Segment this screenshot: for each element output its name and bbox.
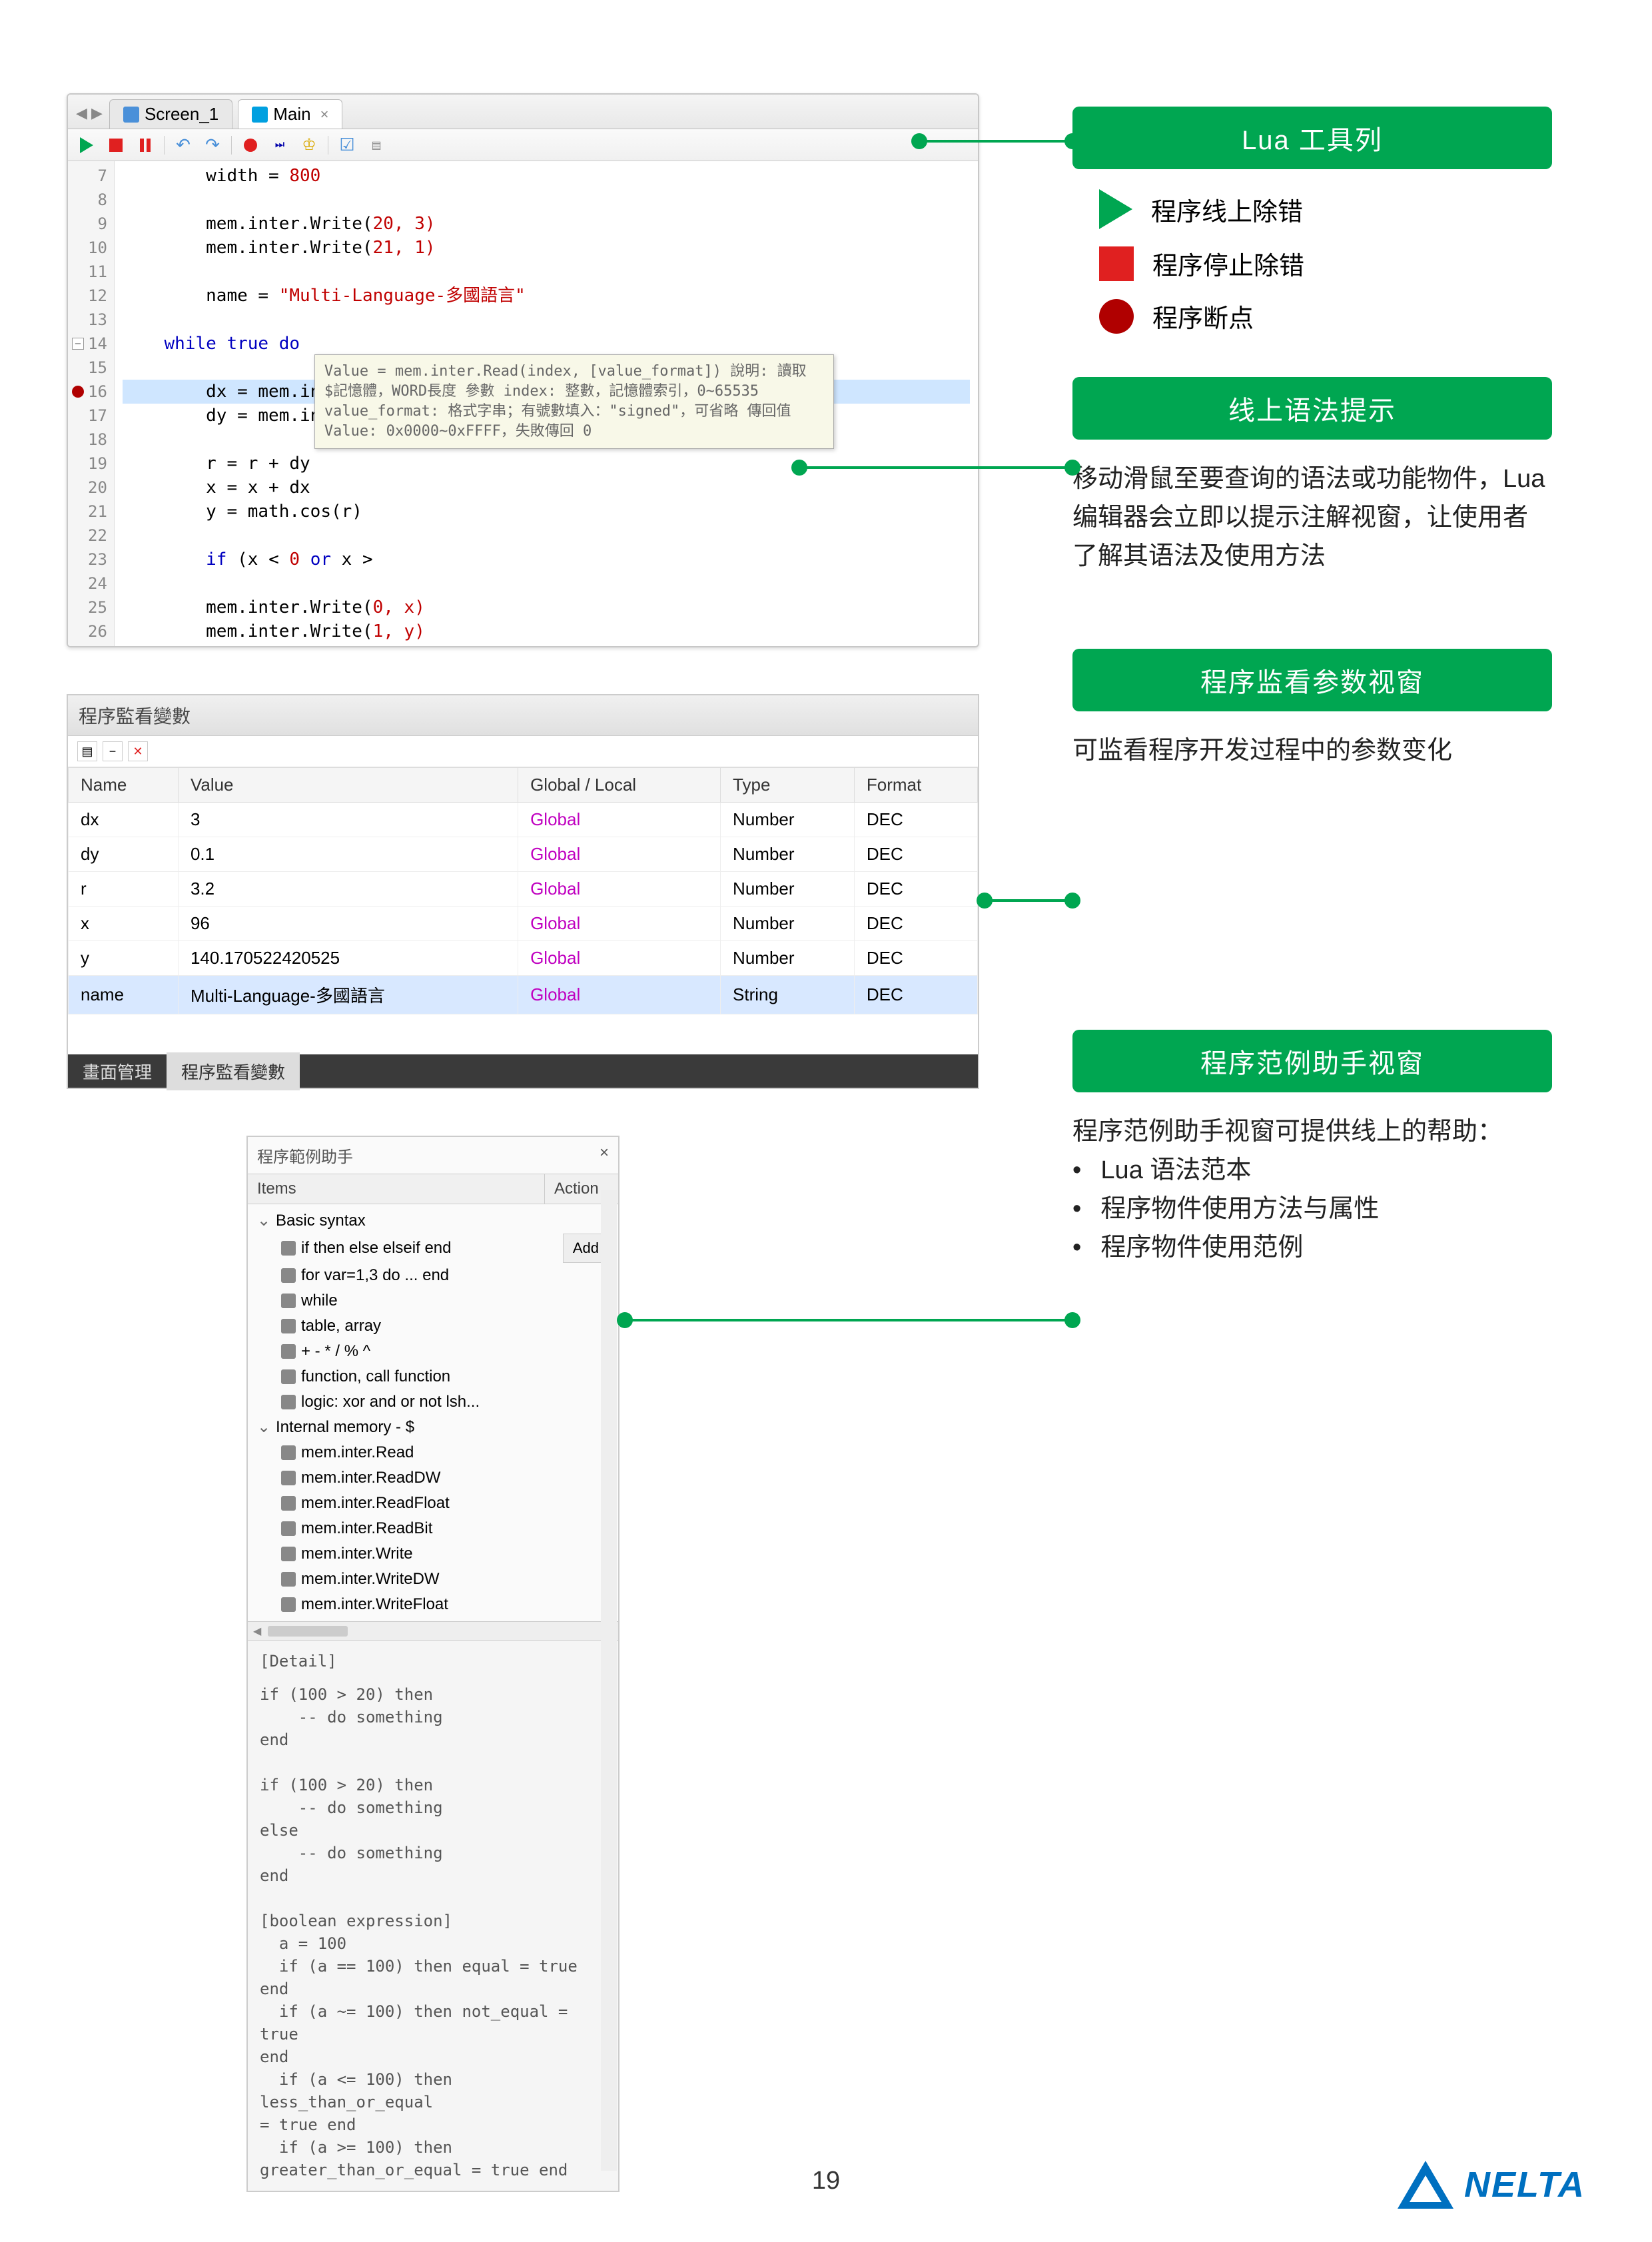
tool-button[interactable]: ▤ [366, 135, 387, 156]
syntax-tooltip: Value = mem.inter.Read(index, [value_for… [314, 354, 834, 449]
tree-item[interactable]: mem.inter.Read [254, 1440, 612, 1465]
helper-description: 程序范例助手视窗可提供线上的帮助： • Lua 语法范本 • 程序物件使用方法与… [1072, 1112, 1552, 1267]
code-area[interactable]: width = 800 mem.inter.Write(20, 3) mem.i… [115, 161, 978, 646]
close-icon[interactable]: × [600, 1144, 609, 1167]
monitor-description: 可监看程序开发过程中的参数变化 [1072, 731, 1552, 770]
monitor-table: NameValueGlobal / LocalTypeFormat dx3Glo… [68, 767, 978, 1014]
code-editor-window: ◀ ▶ Screen_1 Main× ↶ ↷ ⏭ ♔ ☑ ▤ 789101112… [67, 93, 979, 647]
tree-item[interactable]: function, call function [254, 1364, 612, 1389]
table-row[interactable]: nameMulti-Language-多國語言GlobalStringDEC [69, 976, 978, 1014]
h-scrollbar[interactable]: ◀▶ [248, 1621, 618, 1640]
logo-triangle-icon [1398, 2161, 1453, 2209]
footer-tab-layout[interactable]: 畫面管理 [68, 1052, 167, 1090]
legend-run: 程序线上除错 [1099, 189, 1552, 229]
stop-icon [1099, 246, 1134, 281]
connector-dot [1064, 133, 1080, 149]
connector-line [919, 140, 1072, 143]
helper-tree[interactable]: ⌄Basic syntaxif then else elseif endAddf… [248, 1204, 618, 1621]
helper-title: 程序範例助手× [248, 1137, 618, 1174]
crown-button[interactable]: ♔ [298, 135, 320, 156]
connector-dot [1064, 1312, 1080, 1328]
connector-dot [1064, 460, 1080, 476]
step-button[interactable]: ⏭ [269, 135, 290, 156]
table-row[interactable]: x96GlobalNumberDEC [69, 907, 978, 941]
breakpoint-icon [1099, 299, 1134, 334]
tree-item[interactable]: logic: xor and or not lsh... [254, 1389, 612, 1415]
v-scrollbar[interactable] [601, 1190, 617, 2171]
badge-helper: 程序范例助手视窗 [1072, 1030, 1552, 1092]
monitor-footer: 畫面管理 程序監看變數 [68, 1054, 978, 1088]
variable-monitor-panel: 程序監看變數 ▤ − ✕ NameValueGlobal / LocalType… [67, 694, 979, 1089]
table-row[interactable]: dx3GlobalNumberDEC [69, 803, 978, 837]
play-icon [1099, 189, 1132, 229]
delta-logo: NELTA [1398, 2161, 1585, 2209]
helper-header: Items Action [248, 1174, 618, 1204]
tree-item[interactable]: mem.inter.ReadDW [254, 1465, 612, 1491]
tree-item[interactable]: for var=1,3 do ... end [254, 1263, 612, 1288]
badge-syntax: 线上语法提示 [1072, 377, 1552, 440]
connector-line [985, 899, 1072, 902]
footer-tab-monitor[interactable]: 程序監看變數 [167, 1052, 300, 1090]
page-number: 19 [812, 2167, 840, 2195]
tree-item[interactable]: mem.inter.ReadBit [254, 1516, 612, 1541]
table-row[interactable]: dy0.1GlobalNumberDEC [69, 837, 978, 872]
connector-dot [1064, 893, 1080, 909]
pause-button[interactable] [135, 135, 156, 156]
monitor-close-button[interactable]: ✕ [128, 741, 148, 761]
badge-toolbar: Lua 工具列 [1072, 107, 1552, 169]
table-row[interactable]: r3.2GlobalNumberDEC [69, 872, 978, 907]
legend-stop: 程序停止除错 [1099, 245, 1552, 282]
tree-item[interactable]: + - * / % ^ [254, 1339, 612, 1364]
connector-dot [791, 460, 807, 476]
tab-main[interactable]: Main× [238, 99, 342, 129]
syntax-description: 移动滑鼠至要查询的语法或功能物件，Lua 编辑器会立即以提示注解视窗，让使用者了… [1072, 460, 1552, 575]
tree-item[interactable]: mem.inter.Write [254, 1541, 612, 1567]
undo-button[interactable]: ↶ [173, 135, 194, 156]
editor-tabs: ◀ ▶ Screen_1 Main× [68, 95, 978, 129]
monitor-copy-button[interactable]: ▤ [77, 741, 97, 761]
monitor-minus-button[interactable]: − [103, 741, 123, 761]
badge-monitor: 程序监看参数视窗 [1072, 649, 1552, 711]
connector-dot [617, 1312, 633, 1328]
redo-button[interactable]: ↷ [202, 135, 223, 156]
breakpoint-button[interactable] [240, 135, 261, 156]
tree-item[interactable]: mem.inter.WriteDW [254, 1567, 612, 1592]
stop-button[interactable] [105, 135, 127, 156]
helper-detail: [Detail] if (100 > 20) then -- do someth… [248, 1640, 618, 2191]
tree-item[interactable]: mem.inter.WriteFloat [254, 1592, 612, 1617]
connector-line [799, 466, 1072, 469]
example-helper-panel: 程序範例助手× Items Action ⌄Basic syntaxif the… [246, 1136, 620, 2192]
connector-dot [977, 893, 993, 909]
connector-dot [911, 133, 927, 149]
tree-item[interactable]: table, array [254, 1313, 612, 1339]
editor-toolbar: ↶ ↷ ⏭ ♔ ☑ ▤ [68, 129, 978, 161]
table-row[interactable]: y140.170522420525GlobalNumberDEC [69, 941, 978, 976]
close-icon[interactable]: × [320, 106, 329, 123]
tree-item[interactable]: mem.inter.ReadFloat [254, 1491, 612, 1516]
run-button[interactable] [76, 135, 97, 156]
legend-breakpoint: 程序断点 [1099, 298, 1552, 334]
tree-item[interactable]: if then else elseif endAdd [254, 1234, 612, 1263]
monitor-toolbar: ▤ − ✕ [68, 736, 978, 767]
monitor-title: 程序監看變數 [68, 695, 978, 736]
tree-item[interactable]: while [254, 1288, 612, 1313]
validate-button[interactable]: ☑ [336, 135, 358, 156]
tab-screen1[interactable]: Screen_1 [109, 99, 232, 129]
line-gutter: 78910111213−14151617181920212223242526 [68, 161, 115, 646]
connector-line [625, 1319, 1072, 1321]
